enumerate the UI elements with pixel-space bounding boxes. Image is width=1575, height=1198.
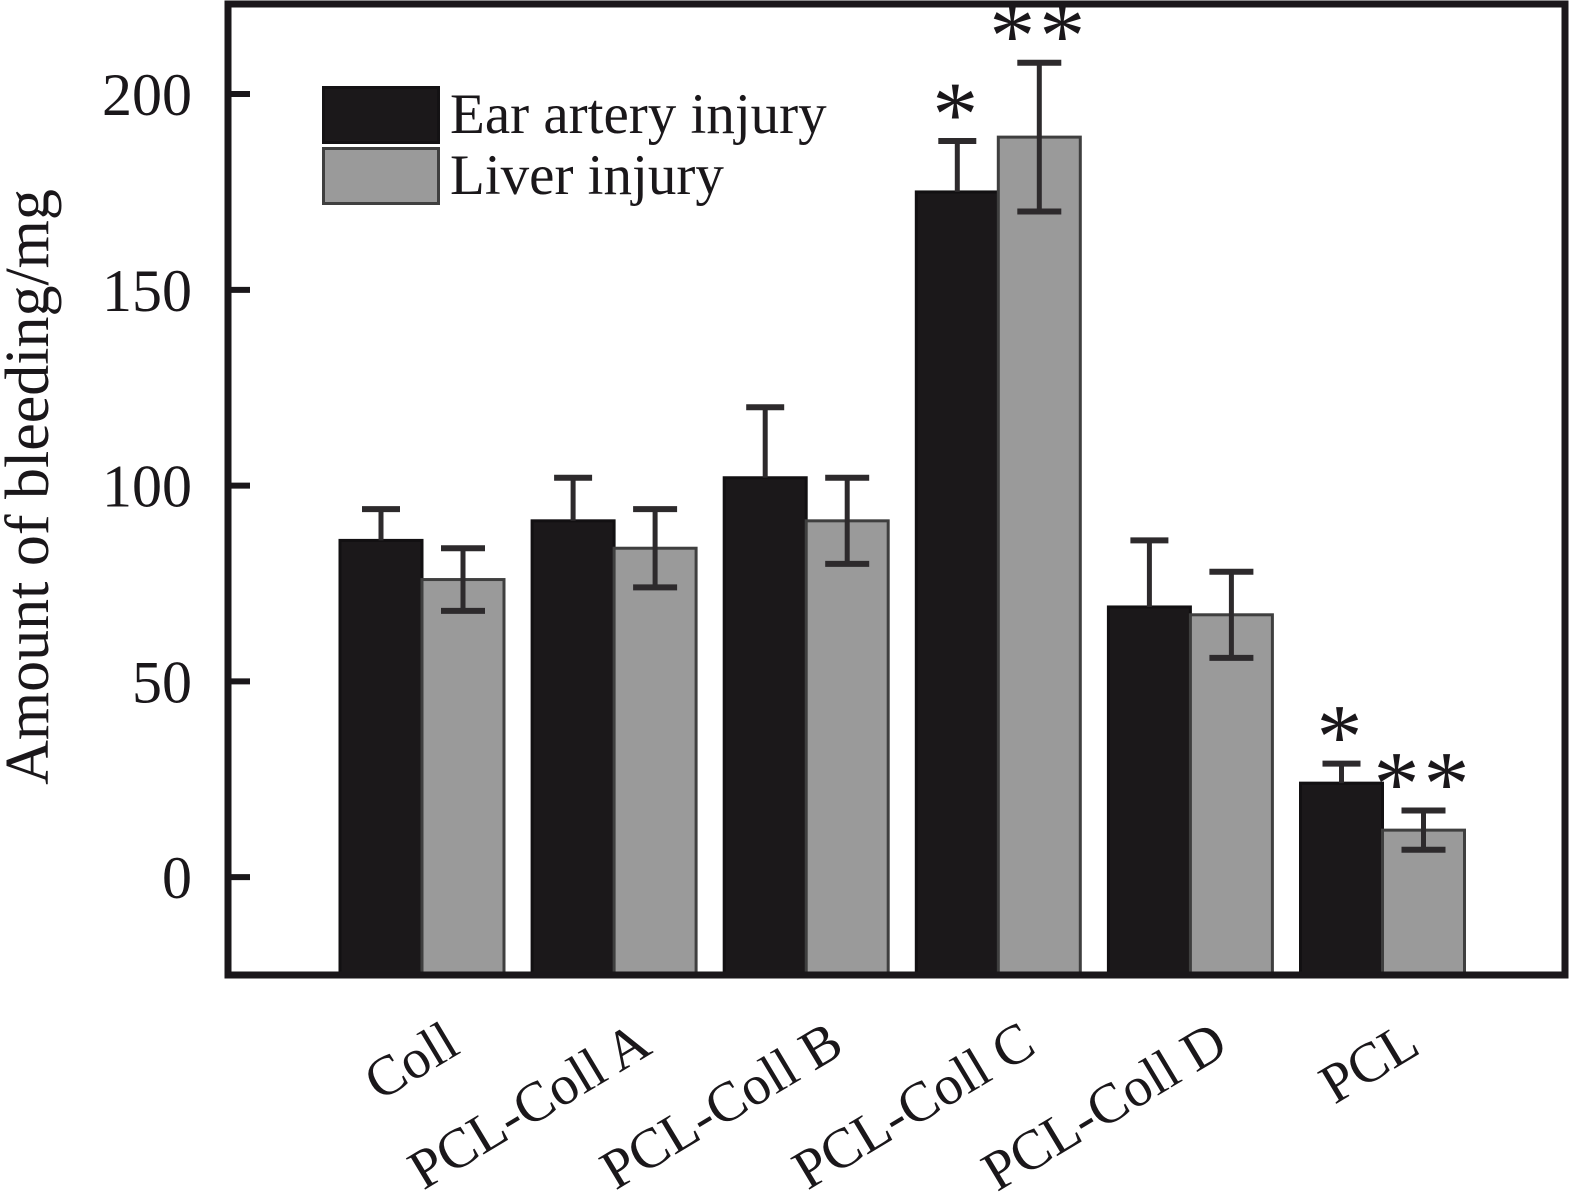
bar-liver-injury-coll (420, 578, 506, 977)
error-bar-ear-artery-injury-coll (362, 506, 400, 541)
significance-marker-pcl-coll-c-ear-artery-injury: * (932, 63, 982, 165)
bars-group (338, 135, 1466, 977)
significance-marker-pcl-ear-artery-injury: * (1317, 686, 1367, 788)
bar-liver-injury-pcl-coll-b (804, 519, 890, 977)
y-tick-label-100: 100 (102, 454, 192, 520)
y-tick-labels-group: 0 50 100 150 200 (102, 62, 192, 911)
y-axis-title: Amount of bleeding/mg (0, 189, 62, 785)
y-tick-label-150: 150 (102, 258, 192, 324)
error-bar-ear-artery-injury-pcl-coll-d (1130, 537, 1169, 607)
legend-swatch-liver-injury (322, 147, 440, 205)
error-bars-group (362, 59, 1446, 853)
bar-ear-artery-injury-pcl (1299, 781, 1384, 977)
bar-liver-injury-pcl-coll-d (1188, 613, 1274, 977)
legend: Ear artery injury Liver injury (322, 86, 827, 208)
bar-ear-artery-injury-pcl-coll-a (530, 519, 616, 977)
legend-label-ear-artery-injury: Ear artery injury (450, 83, 827, 146)
bar-ear-artery-injury-pcl-coll-c (914, 190, 1000, 977)
error-bar-liver-injury-pcl (1401, 807, 1446, 853)
bar-liver-injury-pcl-coll-c (996, 135, 1082, 977)
bar-liver-injury-pcl (1381, 828, 1466, 977)
y-tick-label-200: 200 (102, 62, 192, 128)
error-bar-ear-artery-injury-pcl-coll-a (554, 474, 593, 521)
legend-label-liver-injury: Liver injury (450, 144, 724, 207)
error-bar-liver-injury-pcl-coll-c (1017, 59, 1062, 215)
x-axis-label-pcl: PCL (1309, 1010, 1429, 1116)
bar-ear-artery-injury-pcl-coll-b (722, 476, 808, 977)
error-bar-ear-artery-injury-pcl (1322, 760, 1361, 784)
error-bar-ear-artery-injury-pcl-coll-c (938, 138, 977, 192)
error-bar-liver-injury-pcl-coll-a (633, 506, 678, 591)
y-tick-label-50: 50 (132, 649, 192, 715)
error-bar-ear-artery-injury-pcl-coll-b (746, 404, 785, 478)
error-bar-liver-injury-coll (441, 545, 485, 614)
bar-ear-artery-injury-coll (338, 538, 424, 977)
error-bar-liver-injury-pcl-coll-b (825, 474, 870, 567)
legend-swatch-ear-artery-injury (322, 86, 440, 144)
axes-group (224, 0, 1569, 979)
legend-item-liver-injury: Liver injury (322, 147, 827, 205)
y-tick-label-0: 0 (162, 845, 192, 911)
error-bar-liver-injury-pcl-coll-d (1209, 568, 1254, 661)
significance-group: **** ** (932, 0, 1474, 835)
plot-border (224, 0, 1569, 979)
x-axis-label-coll: Coll (354, 1010, 469, 1113)
bar-liver-injury-pcl-coll-a (612, 546, 698, 977)
bar-ear-artery-injury-pcl-coll-d (1106, 605, 1192, 977)
significance-marker-pcl-liver-injury: ** (1374, 733, 1474, 835)
significance-marker-pcl-coll-c-liver-injury: ** (989, 0, 1089, 87)
legend-item-ear-artery-injury: Ear artery injury (322, 86, 827, 144)
